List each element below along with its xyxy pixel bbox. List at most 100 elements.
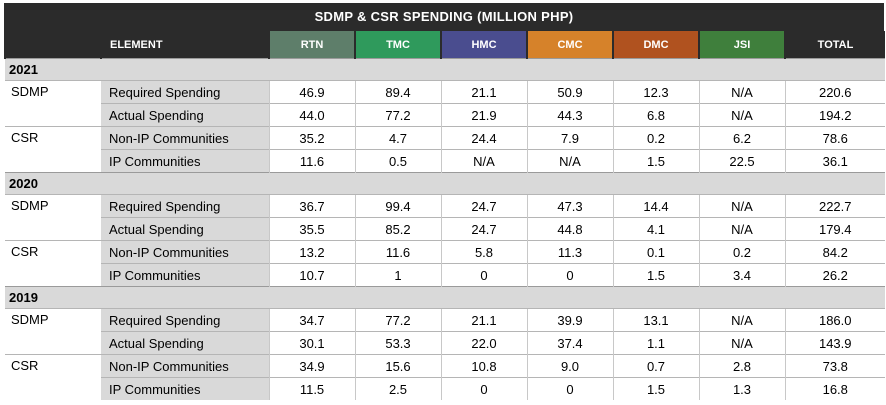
- value-cell: 77.2: [354, 308, 441, 332]
- table-row: IP Communities 10.7 1 0 0 1.5 3.4 26.2: [5, 263, 885, 287]
- value-cell: 0.1: [612, 240, 699, 264]
- value-cell: 14.4: [612, 194, 699, 218]
- value-cell: 13.2: [268, 240, 355, 264]
- value-cell: 0: [440, 377, 527, 400]
- total-cell: 78.6: [784, 126, 885, 150]
- table-row: CSR Non-IP Communities 35.2 4.7 24.4 7.9 0.2 6.…: [5, 126, 885, 173]
- row-label: Non-IP Communities: [101, 240, 269, 264]
- value-cell: 46.9: [268, 80, 355, 104]
- value-cell: 85.2: [354, 217, 441, 241]
- company-header: TMC: [354, 31, 441, 59]
- value-cell: 36.7: [268, 194, 355, 218]
- spending-table-panel: SDMP & CSR SPENDING (MILLION PHP) ELEMEN…: [4, 3, 885, 400]
- value-cell: 34.9: [268, 354, 355, 378]
- value-cell: 1.5: [612, 377, 699, 400]
- value-cell: 44.3: [526, 103, 613, 127]
- table-row: Actual Spending 44.0 77.2 21.9 44.3 6.8 N/A 194…: [5, 103, 885, 127]
- table-body: 2021 SDMP Required Spending 46.9 89.4 21.1 50.…: [5, 58, 885, 400]
- value-cell: 39.9: [526, 308, 613, 332]
- value-cell: N/A: [698, 331, 785, 355]
- row-label: Non-IP Communities: [101, 354, 269, 378]
- value-cell: 15.6: [354, 354, 441, 378]
- year-row: 2019: [5, 286, 885, 309]
- value-cell: 0.7: [612, 354, 699, 378]
- value-cell: N/A: [698, 308, 785, 332]
- value-cell: 22.5: [698, 149, 785, 173]
- company-header: RTN: [268, 31, 355, 59]
- row-label: Actual Spending: [101, 331, 269, 355]
- year-label: 2020: [5, 172, 885, 195]
- total-cell: 186.0: [784, 308, 885, 332]
- value-cell: 1.3: [698, 377, 785, 400]
- table-row: SDMP Required Spending 34.7 77.2 21.1 39.9 13.…: [5, 308, 885, 355]
- value-cell: 24.7: [440, 217, 527, 241]
- group-label: CSR: [5, 126, 101, 173]
- value-cell: 11.3: [526, 240, 613, 264]
- total-cell: 179.4: [784, 217, 885, 241]
- value-cell: 2.8: [698, 354, 785, 378]
- value-cell: 0.2: [698, 240, 785, 264]
- total-cell: 84.2: [784, 240, 885, 264]
- table-row: SDMP Required Spending 46.9 89.4 21.1 50.9 12.…: [5, 80, 885, 127]
- value-cell: 0.5: [354, 149, 441, 173]
- table-row: SDMP Required Spending 36.7 99.4 24.7 47.3 14.…: [5, 194, 885, 241]
- row-label: IP Communities: [101, 263, 269, 287]
- row-label: Actual Spending: [101, 217, 269, 241]
- value-cell: 1.5: [612, 149, 699, 173]
- value-cell: 0.2: [612, 126, 699, 150]
- row-label: Required Spending: [101, 194, 269, 218]
- value-cell: 0: [440, 263, 527, 287]
- total-cell: 16.8: [784, 377, 885, 400]
- value-cell: 5.8: [440, 240, 527, 264]
- value-cell: 35.5: [268, 217, 355, 241]
- total-cell: 220.6: [784, 80, 885, 104]
- header-blank: [4, 31, 101, 59]
- group-label: CSR: [5, 354, 101, 400]
- value-cell: N/A: [440, 149, 527, 173]
- group-label: SDMP: [5, 194, 101, 241]
- value-cell: 11.5: [268, 377, 355, 400]
- value-cell: 1.1: [612, 331, 699, 355]
- table-title: SDMP & CSR SPENDING (MILLION PHP): [4, 3, 884, 31]
- value-cell: 21.1: [440, 308, 527, 332]
- element-header: ELEMENT: [100, 31, 269, 59]
- table-row: IP Communities 11.5 2.5 0 0 1.5 1.3 16.8: [5, 377, 885, 400]
- value-cell: 99.4: [354, 194, 441, 218]
- row-label: IP Communities: [101, 377, 269, 400]
- company-header: JSI: [698, 31, 785, 59]
- group-label: SDMP: [5, 308, 101, 355]
- value-cell: 22.0: [440, 331, 527, 355]
- total-cell: 143.9: [784, 331, 885, 355]
- value-cell: N/A: [698, 80, 785, 104]
- total-cell: 36.1: [784, 149, 885, 173]
- row-label: IP Communities: [101, 149, 269, 173]
- group-label: SDMP: [5, 80, 101, 127]
- value-cell: 21.9: [440, 103, 527, 127]
- value-cell: 1: [354, 263, 441, 287]
- value-cell: 44.0: [268, 103, 355, 127]
- value-cell: 6.2: [698, 126, 785, 150]
- year-label: 2021: [5, 58, 885, 81]
- year-row: 2020: [5, 172, 885, 195]
- value-cell: 1.5: [612, 263, 699, 287]
- value-cell: 3.4: [698, 263, 785, 287]
- header-row: ELEMENT RTN TMC HMC CMC DMC JSI TOTAL: [4, 31, 885, 59]
- company-header: HMC: [440, 31, 527, 59]
- year-label: 2019: [5, 286, 885, 309]
- value-cell: 2.5: [354, 377, 441, 400]
- value-cell: 4.7: [354, 126, 441, 150]
- value-cell: 89.4: [354, 80, 441, 104]
- row-label: Non-IP Communities: [101, 126, 269, 150]
- table-row: Actual Spending 30.1 53.3 22.0 37.4 1.1 N/A 143…: [5, 331, 885, 355]
- value-cell: 13.1: [612, 308, 699, 332]
- value-cell: N/A: [698, 217, 785, 241]
- value-cell: 11.6: [268, 149, 355, 173]
- value-cell: 50.9: [526, 80, 613, 104]
- value-cell: N/A: [526, 149, 613, 173]
- value-cell: 12.3: [612, 80, 699, 104]
- value-cell: 37.4: [526, 331, 613, 355]
- total-cell: 222.7: [784, 194, 885, 218]
- value-cell: 47.3: [526, 194, 613, 218]
- table-row: IP Communities 11.6 0.5 N/A N/A 1.5 22.5 36.1: [5, 149, 885, 173]
- value-cell: 0: [526, 377, 613, 400]
